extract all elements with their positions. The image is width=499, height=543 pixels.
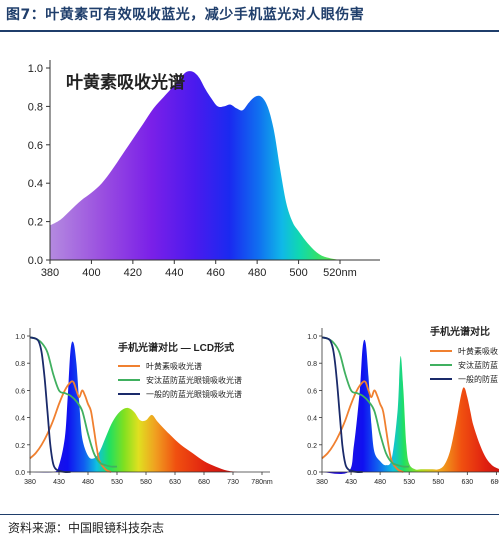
y-tick-label: 0.4 xyxy=(307,416,317,423)
figure-title: 图7：叶黄素可有效吸收蓝光，减少手机蓝光对人眼伤害 xyxy=(6,7,365,23)
y-tick-label: 0.4 xyxy=(28,178,43,190)
y-tick-label: 0.8 xyxy=(307,361,317,368)
series-line-1 xyxy=(29,380,112,473)
x-tick-label: 440 xyxy=(165,267,183,279)
y-tick-label: 0.2 xyxy=(15,443,25,450)
title-divider xyxy=(0,30,499,32)
series-line-1 xyxy=(321,380,404,473)
legend-label: 一般的防蓝 xyxy=(458,374,498,384)
series-line-2 xyxy=(321,336,410,468)
y-tick-label: 0.0 xyxy=(28,255,43,267)
lcd-spectrum-chart: 0.0 0.2 0.4 0.6 0.8 1.0 380 430 480 530 580 630 680 7… xyxy=(15,328,273,486)
legend-label: 叶黄素吸收 xyxy=(458,346,498,356)
y-tick-label: 0.2 xyxy=(307,443,317,450)
legend-label: 安汰蓝防蓝 xyxy=(458,360,498,370)
x-tick-label: 680 xyxy=(491,479,499,486)
series-line-3 xyxy=(29,336,71,473)
x-tick-label: 500 xyxy=(289,267,307,279)
y-tick-label: 1.0 xyxy=(28,63,43,75)
legend-label: 一般的防蓝光眼镜吸收光谱 xyxy=(146,389,242,399)
x-tick-label: 480 xyxy=(248,267,266,279)
y-tick-label: 0.0 xyxy=(15,470,25,477)
x-tick-label: 530 xyxy=(403,479,415,486)
x-tick-label: 460 xyxy=(207,267,225,279)
x-tick-label: 430 xyxy=(345,479,357,486)
x-tick-label: 380 xyxy=(316,479,328,486)
y-tick-label: 0.6 xyxy=(307,388,317,395)
legend-label: 安汰蓝防蓝光眼镜吸收光谱 xyxy=(146,375,242,385)
x-tick-label: 580 xyxy=(140,479,152,486)
absorption-area xyxy=(50,71,340,260)
series-line-3 xyxy=(321,336,363,473)
y-tick-label: 0.8 xyxy=(28,101,43,113)
x-tick-label: 680 xyxy=(198,479,210,486)
oled-spectrum-chart: 0.00.20.40.60.81.0380430480530580630680 … xyxy=(307,325,499,486)
x-tick-label: 630 xyxy=(169,479,181,486)
x-tick-label: 430 xyxy=(53,479,65,486)
x-tick-label: 380 xyxy=(41,267,59,279)
x-tick-label: 780nm xyxy=(251,479,273,486)
x-tick-label: 480 xyxy=(374,479,386,486)
y-tick-label: 0.6 xyxy=(28,140,43,152)
y-tick-label: 1.0 xyxy=(15,334,25,341)
x-tick-label: 380 xyxy=(24,479,36,486)
lutein-absorption-chart: 0.0 0.2 0.4 0.6 0.8 1.0 380 400 420 440 460 480 500 5… xyxy=(28,60,380,279)
chart-title: 手机光谱对比 xyxy=(430,325,490,338)
phone-spectrum-area xyxy=(322,339,499,474)
y-tick-label: 0.4 xyxy=(15,416,25,423)
series-line-2 xyxy=(29,336,118,468)
x-tick-label: 730 xyxy=(227,479,239,486)
y-tick-label: 0.2 xyxy=(28,217,43,229)
x-tick-label: 400 xyxy=(82,267,100,279)
x-tick-label: 520nm xyxy=(323,267,357,279)
y-tick-label: 0.0 xyxy=(307,470,317,477)
x-tick-label: 480 xyxy=(82,479,94,486)
phone-spectrum-area xyxy=(30,341,239,473)
chart-title: 叶黄素吸收光谱 xyxy=(66,72,185,92)
footer-divider xyxy=(0,514,499,515)
y-tick-label: 0.6 xyxy=(15,388,25,395)
x-tick-label: 630 xyxy=(461,479,473,486)
source-note: 资料来源：中国眼镜科技杂志 xyxy=(8,521,165,535)
y-tick-label: 0.8 xyxy=(15,361,25,368)
x-tick-label: 530 xyxy=(111,479,123,486)
x-tick-label: 420 xyxy=(124,267,142,279)
y-tick-label: 1.0 xyxy=(307,334,317,341)
x-tick-label: 580 xyxy=(432,479,444,486)
legend-label: 叶黄素吸收光谱 xyxy=(146,361,202,371)
chart-title: 手机光谱对比 — LCD形式 xyxy=(118,341,234,354)
